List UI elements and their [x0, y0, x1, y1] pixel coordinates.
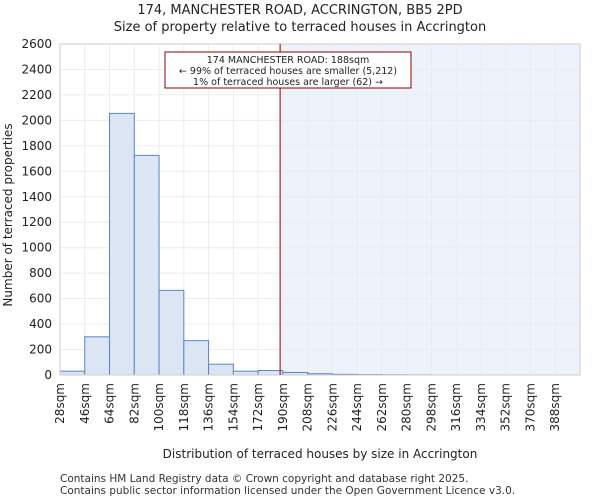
x-tick-label: 262sqm — [375, 383, 389, 431]
y-tick-label: 400 — [29, 317, 52, 331]
larger-region-highlight — [280, 44, 580, 375]
x-tick-label: 118sqm — [177, 383, 191, 431]
histogram-bar — [208, 363, 234, 376]
y-tick-label: 1800 — [21, 139, 52, 153]
x-tick-label: 100sqm — [152, 383, 166, 431]
annotation-line-2: ← 99% of terraced houses are smaller (5,… — [179, 66, 397, 77]
histogram-bar — [133, 154, 160, 376]
histogram-bar — [183, 340, 210, 376]
x-tick-label: 46sqm — [78, 383, 92, 424]
y-tick-label: 2600 — [21, 37, 52, 51]
x-tick-label: 280sqm — [400, 383, 414, 431]
y-tick-label: 2400 — [21, 62, 52, 76]
x-tick-label: 172sqm — [251, 383, 265, 431]
y-tick-label: 1600 — [21, 164, 52, 178]
histogram-bar — [257, 370, 284, 376]
y-tick-label: 1200 — [21, 215, 52, 229]
x-tick-label: 226sqm — [325, 383, 339, 431]
x-tick-label: 190sqm — [276, 383, 290, 431]
x-tick-label: 352sqm — [499, 383, 513, 431]
x-tick-label: 298sqm — [424, 383, 438, 431]
y-tick-label: 800 — [29, 266, 52, 280]
y-tick-label: 600 — [29, 292, 52, 306]
x-axis-label: Distribution of terraced houses by size … — [163, 447, 478, 461]
histogram-bar — [84, 336, 111, 376]
x-tick-label: 388sqm — [548, 383, 562, 431]
histogram-bar — [158, 289, 185, 376]
annotation-box — [164, 51, 412, 89]
annotation-line-1: 174 MANCHESTER ROAD: 188sqm — [207, 55, 370, 66]
footer-copyright: Contains HM Land Registry data © Crown c… — [60, 473, 469, 485]
x-tick-label: 82sqm — [127, 383, 141, 424]
y-tick-label: 1400 — [21, 190, 52, 204]
footer-licence: Contains public sector information licen… — [60, 485, 516, 497]
y-tick-label: 2200 — [21, 88, 52, 102]
y-axis-label: Number of terraced properties — [1, 123, 15, 306]
y-tick-label: 1000 — [21, 241, 52, 255]
x-tick-label: 334sqm — [474, 383, 488, 431]
x-tick-label: 28sqm — [53, 383, 67, 424]
histogram-bar — [109, 112, 135, 376]
x-tick-label: 154sqm — [226, 383, 240, 431]
histogram-bar — [59, 370, 86, 376]
histogram-chart: 0 200 400 600 800 1000 1200 1400 1600 1800 2000 220… — [1, 37, 581, 461]
x-tick-label: 64sqm — [103, 383, 117, 424]
chart-subtitle: Size of property relative to terraced ho… — [113, 20, 487, 35]
plot-frame — [59, 43, 581, 376]
x-tick-label: 208sqm — [301, 383, 315, 431]
y-tick-label: 0 — [44, 368, 52, 382]
x-tick-label: 370sqm — [523, 383, 537, 431]
chart-title: 174, MANCHESTER ROAD, ACCRINGTON, BB5 2P… — [137, 3, 463, 18]
histogram-bar — [232, 370, 259, 376]
x-tick-label: 244sqm — [350, 383, 364, 431]
x-tick-label: 136sqm — [202, 383, 216, 431]
x-tick-label: 316sqm — [449, 383, 463, 431]
y-tick-label: 200 — [29, 343, 52, 357]
y-tick-label: 2000 — [21, 113, 52, 127]
annotation-line-3: 1% of terraced houses are larger (62) → — [193, 77, 383, 88]
